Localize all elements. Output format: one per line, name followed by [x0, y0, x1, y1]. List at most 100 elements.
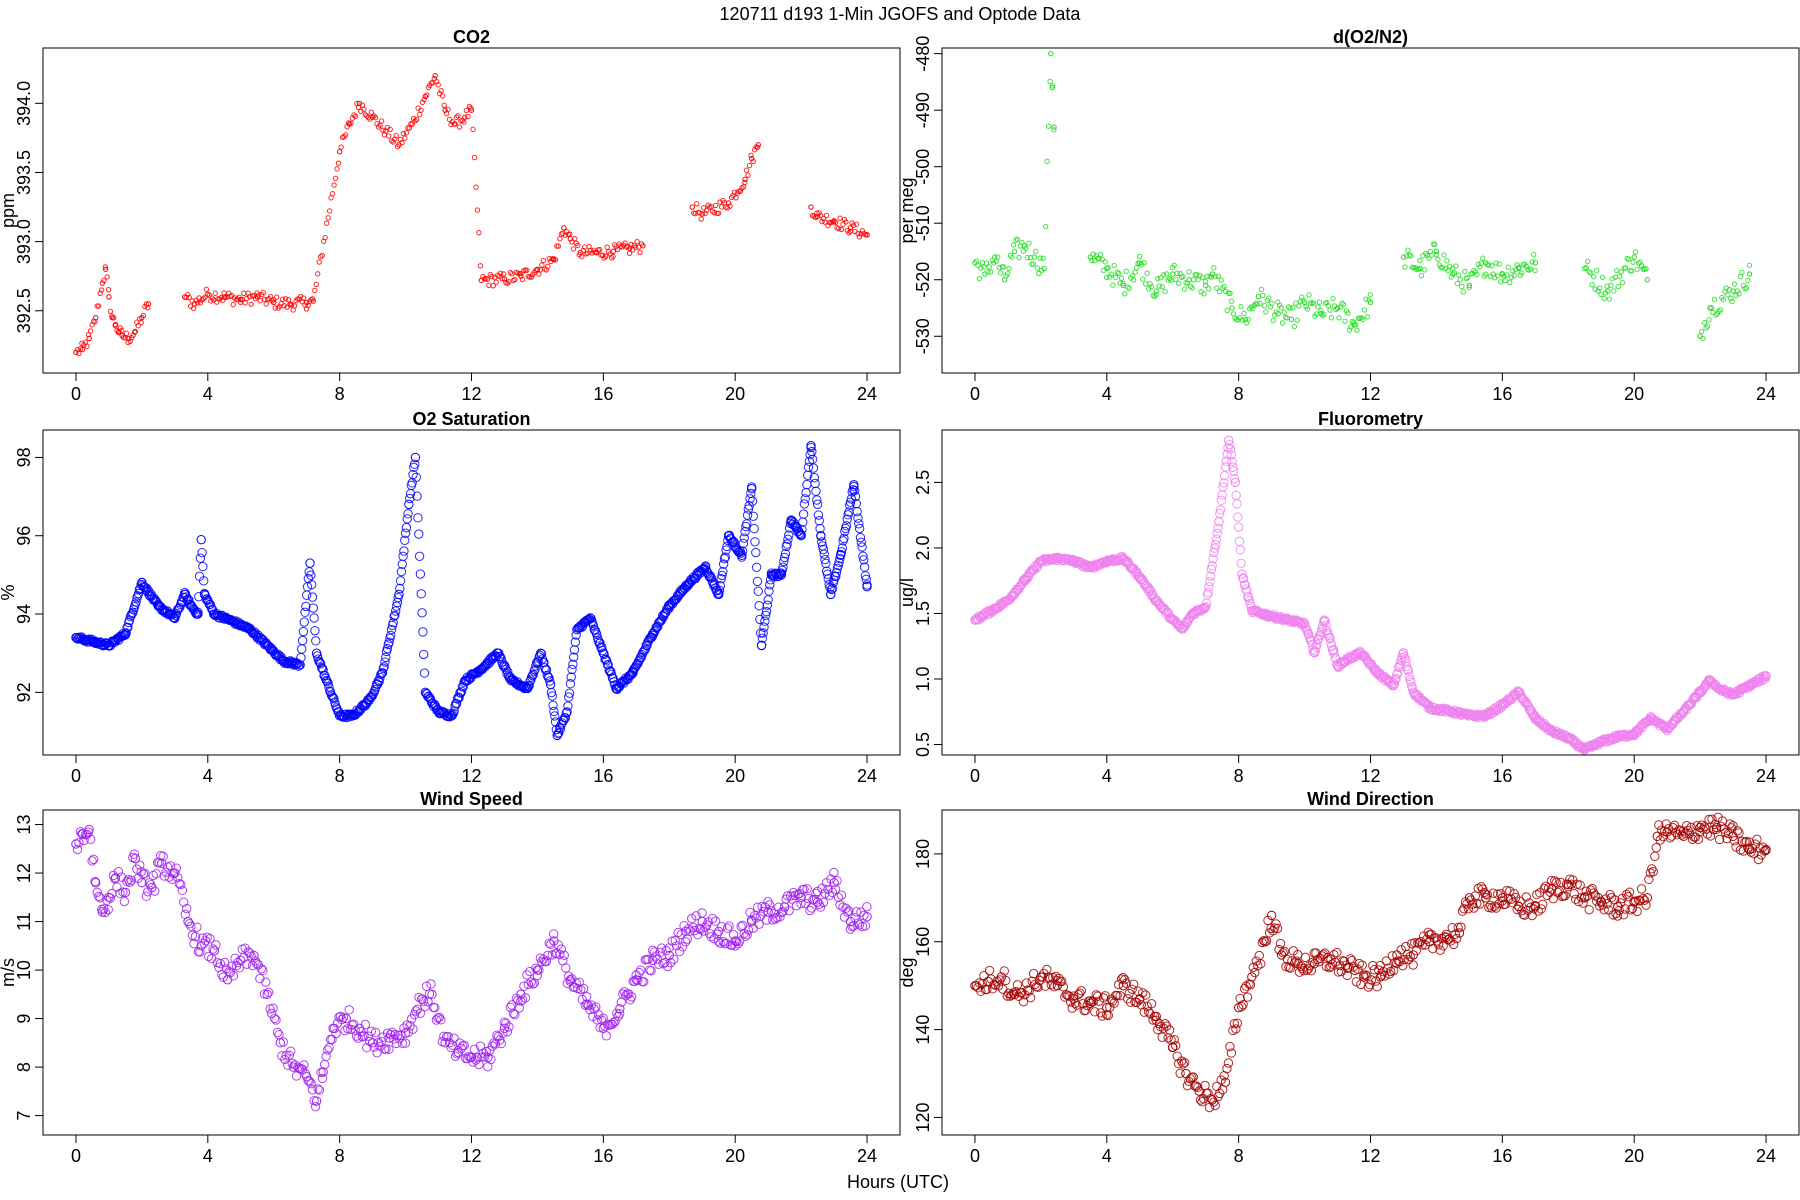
trace-point — [1303, 629, 1314, 639]
trace-point — [748, 152, 754, 159]
trace-point — [297, 293, 304, 300]
trace-point — [1301, 624, 1311, 634]
trace-point — [1611, 288, 1617, 294]
trace-point — [626, 250, 633, 257]
trace-point — [1241, 310, 1247, 317]
trace-point — [1205, 571, 1216, 581]
trace-point — [125, 877, 135, 888]
trace-point — [715, 210, 722, 216]
trace-point — [465, 114, 471, 120]
trace-point — [332, 175, 339, 182]
trace-point — [1471, 268, 1477, 274]
trace-point — [1654, 820, 1664, 830]
trace-point — [498, 1028, 508, 1038]
y-tick-label: 0.5 — [913, 732, 933, 757]
trace-point — [85, 834, 96, 845]
trace-point — [399, 546, 409, 556]
trace-point — [1217, 1085, 1228, 1095]
trace-point — [141, 891, 152, 901]
trace-point — [359, 1031, 369, 1041]
trace-point — [408, 120, 414, 127]
trace-point — [179, 897, 189, 907]
trace-point — [1367, 291, 1374, 298]
trace-point — [1290, 958, 1300, 968]
trace-point — [367, 116, 373, 122]
trace-point — [811, 213, 817, 219]
trace-point — [709, 208, 716, 214]
trace-point — [803, 462, 814, 472]
trace-point — [1011, 987, 1021, 997]
trace-point — [857, 542, 867, 552]
x-tick-label: 0 — [71, 384, 81, 404]
trace-point — [395, 576, 406, 586]
trace-point — [1312, 639, 1322, 650]
trace-point — [87, 328, 94, 334]
trace-point — [74, 837, 84, 848]
trace-point — [448, 121, 454, 128]
trace-point — [1626, 905, 1636, 915]
trace-point — [1729, 836, 1740, 846]
trace-point — [1215, 505, 1226, 515]
trace-point — [1644, 874, 1654, 885]
trace-point — [299, 1060, 309, 1070]
trace-point — [800, 898, 811, 909]
trace-point — [999, 966, 1009, 976]
trace-point — [1203, 587, 1213, 598]
trace-point — [1392, 668, 1403, 678]
trace-point — [1315, 304, 1321, 310]
trace-point — [309, 1095, 319, 1106]
trace-point — [1585, 258, 1591, 265]
trace-point — [1259, 936, 1269, 946]
trace-point — [1363, 296, 1369, 302]
trace-point — [348, 120, 354, 126]
trace-point — [752, 576, 763, 587]
trace-point — [814, 516, 824, 526]
trace-point — [419, 99, 426, 106]
trace-point — [626, 992, 637, 1002]
trace-point — [350, 1025, 360, 1035]
trace-point — [555, 243, 562, 249]
trace-point — [1438, 941, 1448, 951]
trace-point — [1472, 898, 1482, 909]
trace-point — [1014, 236, 1021, 242]
trace-point — [1193, 271, 1200, 278]
trace-point — [1042, 223, 1049, 230]
trace-point — [378, 118, 385, 124]
trace-point — [486, 1054, 496, 1065]
trace-point — [1222, 449, 1232, 459]
data-point — [1433, 248, 1440, 255]
trace-point — [218, 972, 228, 982]
trace-point — [1226, 450, 1236, 460]
trace-point — [1371, 976, 1381, 986]
trace-point — [1178, 1059, 1188, 1069]
trace-point — [420, 1001, 430, 1012]
trace-point — [697, 908, 707, 918]
trace-point — [1272, 923, 1283, 934]
trace-point — [95, 893, 105, 903]
trace-point — [1405, 951, 1415, 962]
trace-point — [1072, 1000, 1082, 1010]
data-point — [1229, 305, 1235, 311]
trace-point — [451, 699, 462, 709]
trace-point — [1439, 265, 1446, 271]
trace-point — [1162, 288, 1168, 295]
trace-point — [1211, 534, 1222, 544]
trace-point — [1510, 268, 1516, 274]
trace-point — [1746, 262, 1753, 268]
trace-point — [1234, 536, 1245, 547]
trace-point — [1108, 271, 1114, 278]
trace-point — [1020, 248, 1027, 254]
trace-point — [1001, 975, 1011, 986]
trace-point — [1408, 960, 1418, 970]
trace-point — [403, 130, 410, 136]
trace-point — [749, 911, 760, 921]
trace-point — [281, 303, 287, 309]
trace-point — [401, 522, 412, 533]
trace-point — [1493, 889, 1503, 899]
trace-point — [1540, 881, 1551, 892]
trace-point — [1248, 304, 1254, 310]
trace-point — [1701, 824, 1711, 834]
trace-point — [509, 271, 515, 277]
trace-point — [1720, 297, 1727, 303]
